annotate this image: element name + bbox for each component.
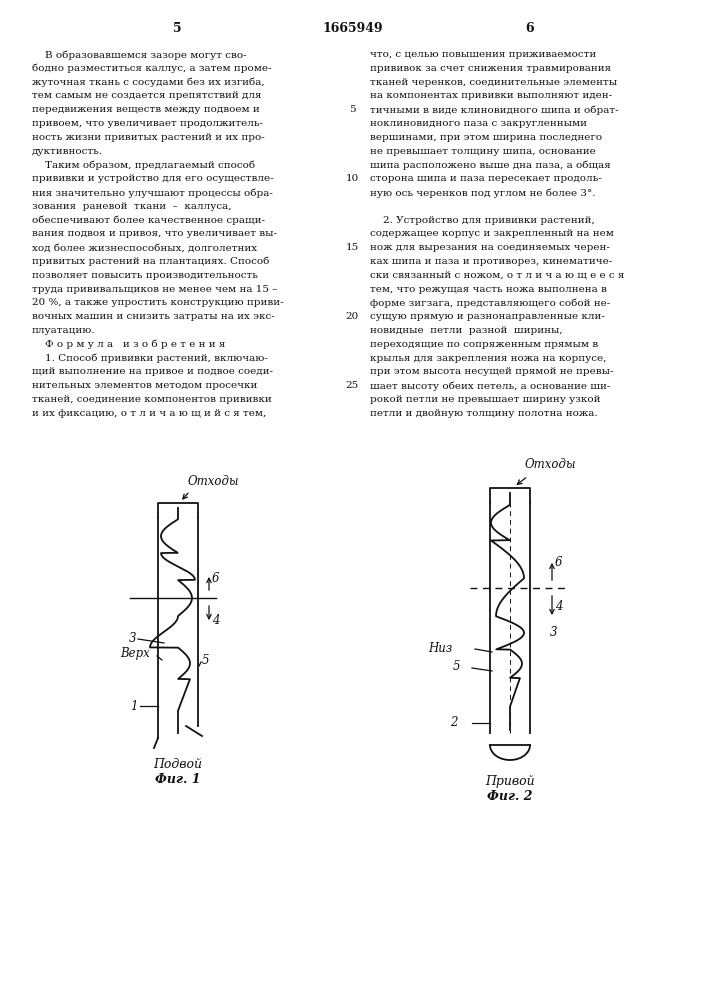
Text: 5: 5 [349, 105, 356, 114]
Text: содержащее корпус и закрепленный на нем: содержащее корпус и закрепленный на нем [370, 229, 614, 238]
Text: привитых растений на плантациях. Способ: привитых растений на плантациях. Способ [32, 257, 269, 266]
Text: 6: 6 [555, 556, 563, 570]
Text: переходящие по сопряженным прямым в: переходящие по сопряженным прямым в [370, 340, 598, 349]
Text: шает высоту обеих петель, а основание ши-: шает высоту обеих петель, а основание ши… [370, 381, 610, 391]
Text: Фиг. 2: Фиг. 2 [487, 790, 533, 803]
Text: 5: 5 [452, 660, 460, 674]
Text: 20: 20 [346, 312, 358, 321]
Text: новидные  петли  разной  ширины,: новидные петли разной ширины, [370, 326, 563, 335]
Text: прививок за счет снижения травмирования: прививок за счет снижения травмирования [370, 64, 611, 73]
Text: ную ось черенков под углом не более 3°.: ную ось черенков под углом не более 3°. [370, 188, 595, 198]
Text: вершинами, при этом ширина последнего: вершинами, при этом ширина последнего [370, 133, 602, 142]
Text: при этом высота несущей прямой не превы-: при этом высота несущей прямой не превы- [370, 367, 614, 376]
Text: прививки и устройство для его осуществле-: прививки и устройство для его осуществле… [32, 174, 274, 183]
Text: тем, что режущая часть ножа выполнена в: тем, что режущая часть ножа выполнена в [370, 285, 607, 294]
Text: Верх: Верх [120, 648, 150, 660]
Text: 1665949: 1665949 [322, 22, 383, 35]
Text: передвижения веществ между подвоем и: передвижения веществ между подвоем и [32, 105, 259, 114]
Text: плуатацию.: плуатацию. [32, 326, 95, 335]
Text: 5: 5 [202, 654, 209, 668]
Text: тканей черенков, соединительные элементы: тканей черенков, соединительные элементы [370, 78, 617, 87]
Text: 10: 10 [346, 174, 358, 183]
Text: ход более жизнеспособных, долголетних: ход более жизнеспособных, долголетних [32, 243, 257, 252]
Text: петли и двойную толщину полотна ножа.: петли и двойную толщину полотна ножа. [370, 409, 597, 418]
Text: зования  раневой  ткани  –  каллуса,: зования раневой ткани – каллуса, [32, 202, 231, 211]
Text: 4: 4 [212, 613, 219, 626]
Text: Ф о р м у л а   и з о б р е т е н и я: Ф о р м у л а и з о б р е т е н и я [32, 340, 226, 349]
Text: тканей, соединение компонентов прививки: тканей, соединение компонентов прививки [32, 395, 271, 404]
Text: и их фиксацию, о т л и ч а ю щ и й с я тем,: и их фиксацию, о т л и ч а ю щ и й с я т… [32, 409, 267, 418]
Text: 3: 3 [550, 626, 558, 640]
Text: позволяет повысить производительность: позволяет повысить производительность [32, 271, 258, 280]
Text: сущую прямую и разнонаправленные кли-: сущую прямую и разнонаправленные кли- [370, 312, 605, 321]
Text: 1: 1 [131, 700, 138, 712]
Text: вания подвоя и привоя, что увеличивает вы-: вания подвоя и привоя, что увеличивает в… [32, 229, 277, 238]
Text: нительных элементов методом просечки: нительных элементов методом просечки [32, 381, 257, 390]
Text: Привой: Привой [485, 775, 534, 788]
Text: 3: 3 [129, 632, 136, 645]
Text: Таким образом, предлагаемый способ: Таким образом, предлагаемый способ [32, 160, 255, 170]
Text: труда прививальщиков не менее чем на 15 –: труда прививальщиков не менее чем на 15 … [32, 285, 278, 294]
Text: 5: 5 [173, 22, 181, 35]
Text: 1. Способ прививки растений, включаю-: 1. Способ прививки растений, включаю- [32, 354, 268, 363]
Text: Отходы: Отходы [525, 458, 577, 471]
Text: 6: 6 [212, 572, 219, 584]
Text: Фиг. 1: Фиг. 1 [156, 773, 201, 786]
Text: ния значительно улучшают процессы обра-: ния значительно улучшают процессы обра- [32, 188, 273, 198]
Text: нож для вырезания на соединяемых черен-: нож для вырезания на соединяемых черен- [370, 243, 610, 252]
Text: бодно разместиться каллус, а затем проме-: бодно разместиться каллус, а затем проме… [32, 64, 271, 73]
Text: форме зигзага, представляющего собой не-: форме зигзага, представляющего собой не- [370, 298, 610, 308]
Text: ках шипа и паза и противорез, кинематиче-: ках шипа и паза и противорез, кинематиче… [370, 257, 612, 266]
Text: шипа расположено выше дна паза, а общая: шипа расположено выше дна паза, а общая [370, 160, 611, 170]
Text: 20 %, а также упростить конструкцию приви-: 20 %, а также упростить конструкцию прив… [32, 298, 284, 307]
Text: сторона шипа и паза пересекает продоль-: сторона шипа и паза пересекает продоль- [370, 174, 602, 183]
Text: что, с целью повышения приживаемости: что, с целью повышения приживаемости [370, 50, 596, 59]
Text: ски связанный с ножом, о т л и ч а ю щ е е с я: ски связанный с ножом, о т л и ч а ю щ е… [370, 271, 624, 280]
Text: обеспечивают более качественное сращи-: обеспечивают более качественное сращи- [32, 216, 265, 225]
Text: привоем, что увеличивает продолжитель-: привоем, что увеличивает продолжитель- [32, 119, 263, 128]
Text: крылья для закрепления ножа на корпусе,: крылья для закрепления ножа на корпусе, [370, 354, 607, 363]
Text: ность жизни привитых растений и их про-: ность жизни привитых растений и их про- [32, 133, 264, 142]
Text: 15: 15 [346, 243, 358, 252]
Text: Подвой: Подвой [153, 758, 202, 771]
Text: Низ: Низ [428, 642, 452, 654]
Text: Отходы: Отходы [188, 475, 240, 488]
Text: жуточная ткань с сосудами без их изгиба,: жуточная ткань с сосудами без их изгиба, [32, 78, 264, 87]
Text: 6: 6 [526, 22, 534, 35]
Text: В образовавшемся зазоре могут сво-: В образовавшемся зазоре могут сво- [32, 50, 247, 60]
Text: 4: 4 [555, 599, 563, 612]
Text: щий выполнение на привое и подвое соеди-: щий выполнение на привое и подвое соеди- [32, 367, 273, 376]
Text: на компонентах прививки выполняют иден-: на компонентах прививки выполняют иден- [370, 91, 612, 100]
Text: не превышает толщину шипа, основание: не превышает толщину шипа, основание [370, 147, 596, 156]
Text: 2. Устройство для прививки растений,: 2. Устройство для прививки растений, [370, 216, 595, 225]
Text: вочных машин и снизить затраты на их экс-: вочных машин и снизить затраты на их экс… [32, 312, 275, 321]
Text: рокой петли не превышает ширину узкой: рокой петли не превышает ширину узкой [370, 395, 600, 404]
Text: дуктивность.: дуктивность. [32, 147, 103, 156]
Text: тичными в виде клиновидного шипа и обрат-: тичными в виде клиновидного шипа и обрат… [370, 105, 619, 115]
Text: 25: 25 [346, 381, 358, 390]
Text: ноклиновидного паза с закругленными: ноклиновидного паза с закругленными [370, 119, 587, 128]
Text: тем самым не создается препятствий для: тем самым не создается препятствий для [32, 91, 262, 100]
Text: 2: 2 [450, 716, 458, 728]
